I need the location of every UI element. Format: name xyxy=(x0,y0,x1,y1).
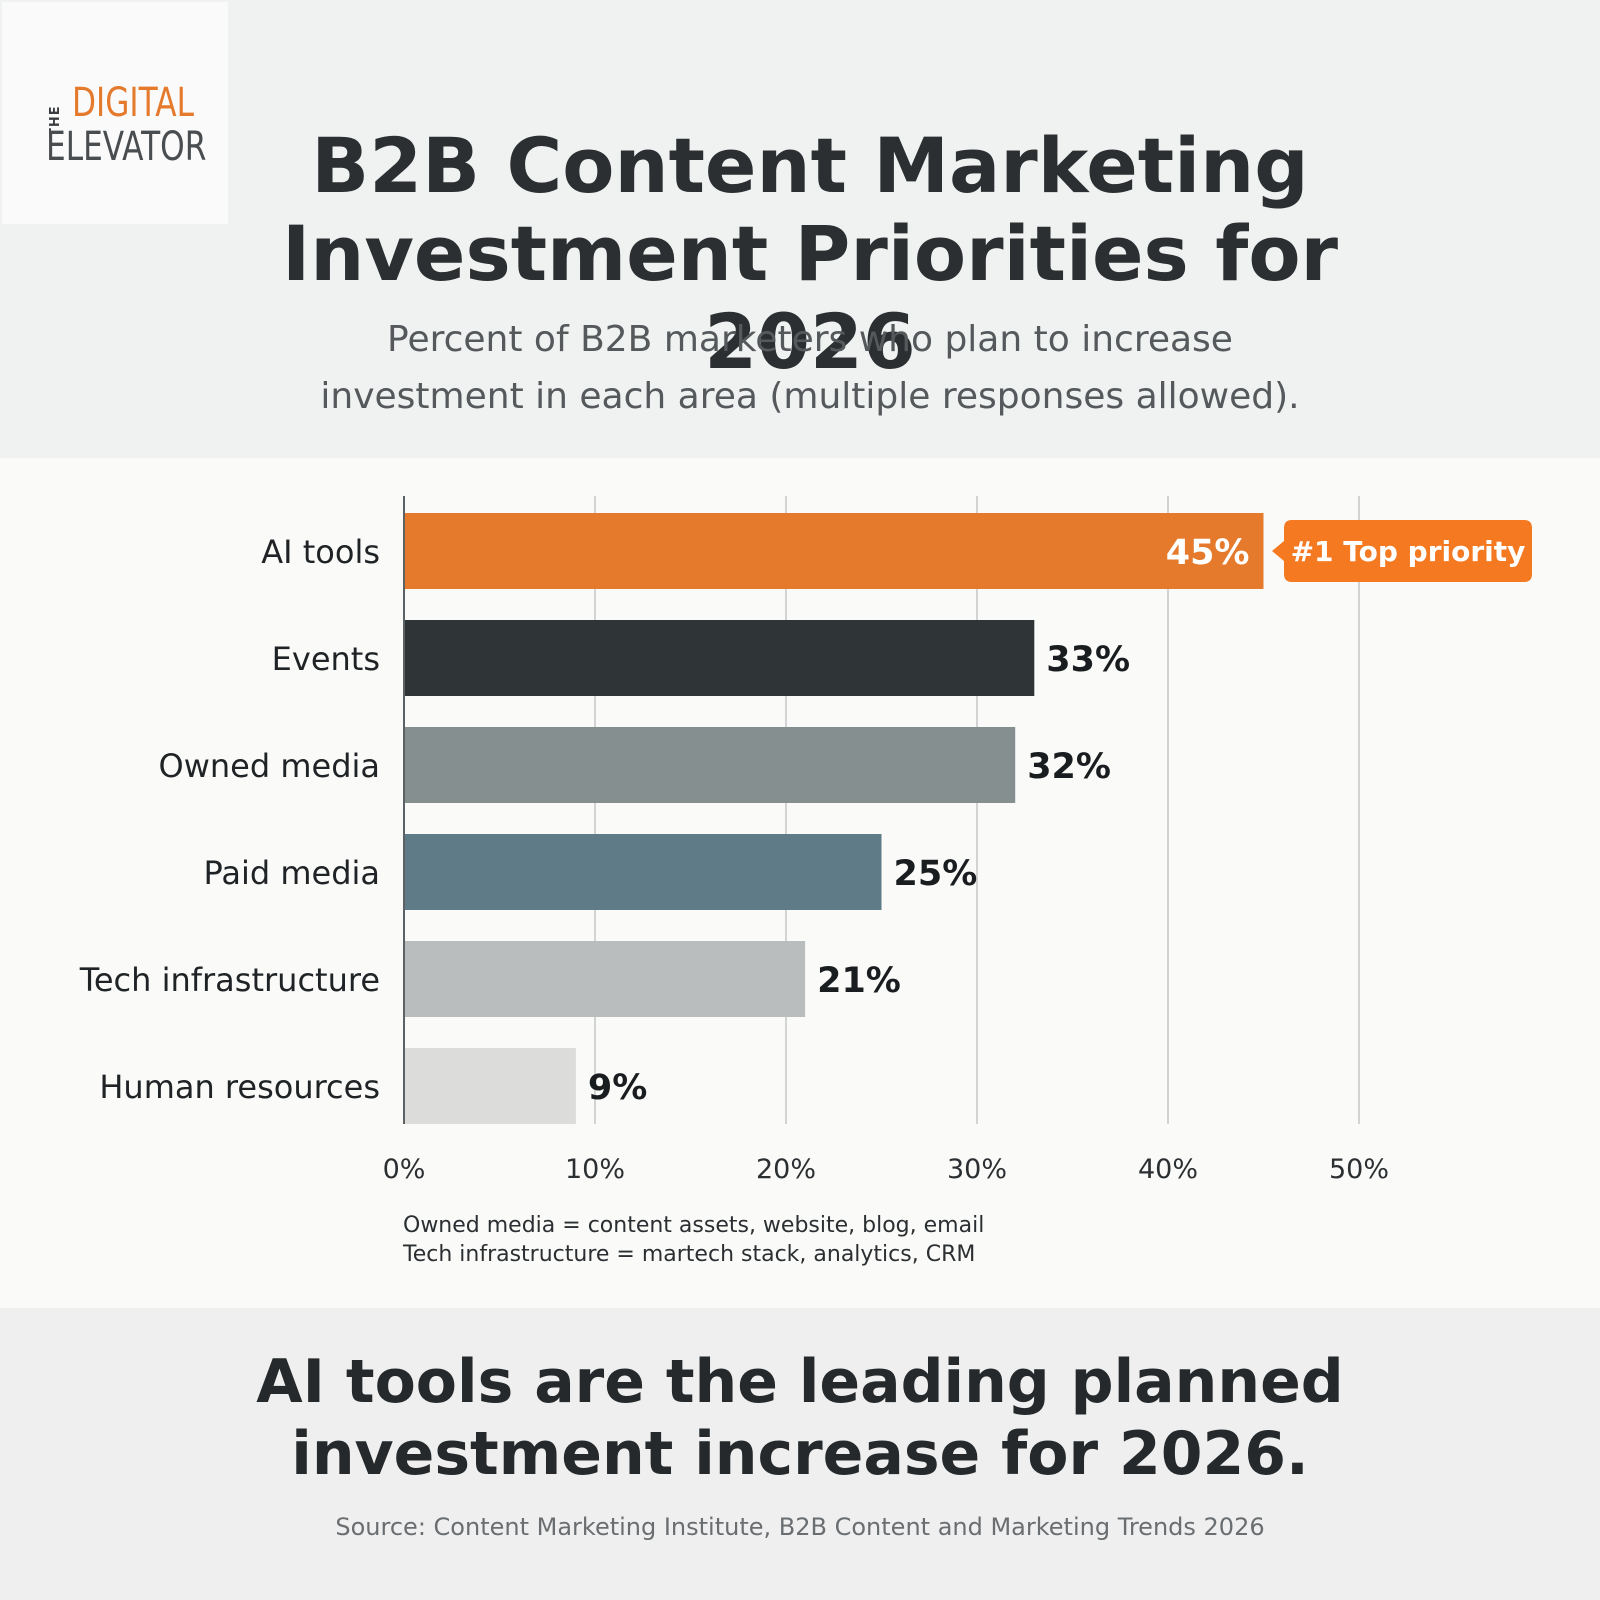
top-priority-badge-label: #1 Top priority xyxy=(1291,535,1526,568)
bar-chart: AI tools 45% Events 33% Owned media 32% Paid m… xyxy=(79,496,1532,1185)
bar xyxy=(404,941,806,1017)
bar xyxy=(404,513,1264,589)
category-label: Human resources xyxy=(99,1068,380,1106)
header-band xyxy=(0,0,1600,458)
bar xyxy=(404,834,882,910)
subtitle: Percent of B2B marketers who plan to inc… xyxy=(250,311,1370,425)
subtitle-line-1: Percent of B2B marketers who plan to inc… xyxy=(387,319,1233,360)
top-priority-badge xyxy=(1272,520,1532,582)
bar xyxy=(404,620,1035,696)
logo: THE DIGITAL ELEVATOR xyxy=(2,2,228,224)
data-label: 9% xyxy=(588,1068,647,1108)
bar xyxy=(404,727,1016,803)
title-line-2: Investment Priorities for 2026 xyxy=(281,209,1339,386)
x-tick-label: 10% xyxy=(565,1154,625,1185)
x-tick-label: 0% xyxy=(383,1154,426,1185)
data-label: 21% xyxy=(817,961,901,1001)
category-label: Tech infrastructure xyxy=(79,961,380,999)
category-label: Events xyxy=(272,640,380,678)
source-note: Source: Content Marketing Institute, B2B… xyxy=(335,1513,1265,1541)
x-tick-label: 50% xyxy=(1329,1154,1389,1185)
chart-panel: AI tools 45% Events 33% Owned media 32% Paid m… xyxy=(0,458,1600,1308)
takeaway-line-1: AI tools are the leading planned xyxy=(256,1347,1344,1417)
data-label: 25% xyxy=(894,854,978,894)
bar xyxy=(404,1048,576,1124)
data-label: 32% xyxy=(1027,747,1111,787)
category-label: Paid media xyxy=(203,854,380,892)
title-line-1: B2B Content Marketing xyxy=(311,121,1309,210)
x-tick-label: 30% xyxy=(947,1154,1007,1185)
x-tick-label: 40% xyxy=(1138,1154,1198,1185)
data-label: 33% xyxy=(1046,640,1130,680)
page-title: B2B Content Marketing Investment Priorit… xyxy=(230,122,1390,386)
category-label: AI tools xyxy=(261,533,380,571)
logo-digital: DIGITAL xyxy=(72,80,194,126)
logo-elevator: ELEVATOR xyxy=(46,124,207,170)
takeaway-line-2: investment increase for 2026. xyxy=(291,1419,1309,1489)
key-takeaway: AI tools are the leading planned investm… xyxy=(200,1346,1400,1490)
data-label: 45% xyxy=(1166,533,1250,573)
category-label: Owned media xyxy=(159,747,380,785)
footnotes: Owned media = content assets, website, b… xyxy=(403,1211,984,1269)
subtitle-line-2: investment in each area (multiple respon… xyxy=(320,376,1300,417)
x-tick-label: 20% xyxy=(756,1154,816,1185)
footnote-tech-infrastructure: Tech infrastructure = martech stack, ana… xyxy=(403,1242,976,1267)
footnote-owned-media: Owned media = content assets, website, b… xyxy=(403,1213,985,1238)
